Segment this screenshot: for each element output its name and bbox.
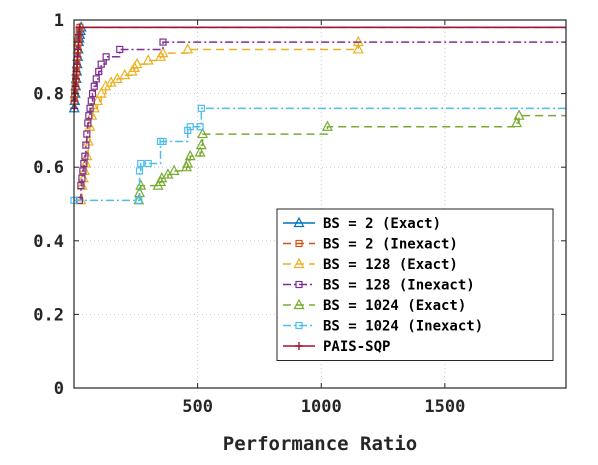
series-4 [133,109,566,205]
legend-marker [295,342,303,350]
data-point [88,102,100,113]
legend-marker [295,239,303,248]
legend-marker [295,280,303,289]
y-tick-label: 0.8 [33,85,64,105]
x-axis-label: Performance Ratio [223,433,417,455]
data-point [84,119,92,127]
data-point [82,141,90,149]
y-tick-label: 0.2 [33,305,64,325]
data-point [116,45,124,54]
data-point [131,57,143,69]
data-point [73,52,82,61]
y-tick-label: 0.4 [33,232,64,252]
data-point [80,159,88,168]
data-point [79,167,87,175]
data-point [159,137,167,146]
legend-marker [293,257,305,269]
data-point [102,53,110,61]
data-point [90,82,98,90]
data-point [92,75,100,83]
data-point [157,46,169,58]
data-point [83,130,91,138]
data-point [73,45,82,54]
legend-label: BS = 2 (Inexact) [323,237,458,253]
data-point [85,112,93,120]
data-point [119,68,131,80]
data-point [75,23,84,32]
data-point [196,123,204,131]
series-3 [75,38,566,204]
data-point [184,149,196,161]
data-point [71,82,80,91]
data-point [168,164,180,175]
data-point [81,152,89,160]
legend-marker [295,321,303,330]
legend-entry: BS = 128 (Exact) [283,257,458,273]
legend-entry: BS = 128 (Inexact) [283,278,475,294]
data-point [74,30,83,39]
data-point [137,159,145,168]
y-tick-label: 0.6 [33,158,64,178]
data-point [195,138,207,150]
legend-label: BS = 1024 (Inexact) [323,319,483,335]
series-6 [70,23,566,113]
grid-lines [74,20,566,388]
y-tick-label: 0 [54,379,64,399]
legend-label: BS = 128 (Exact) [323,257,458,273]
x-tick-label: 500 [182,397,213,417]
x-tick-label: 1000 [301,397,342,417]
legend-label: BS = 1024 (Exact) [323,298,466,314]
data-point [77,182,85,190]
data-point [111,72,123,83]
series-layer [68,21,566,205]
legend-label: BS = 2 (Exact) [323,216,441,232]
legend: BS = 2 (Exact) BS = 2 (Inexact) BS = 128 (… [276,208,554,361]
data-point [197,127,209,139]
data-point [88,89,97,98]
data-point [135,179,147,190]
legend-marker [293,216,305,228]
series-line [74,107,566,202]
legend-label: BS = 128 (Inexact) [323,278,475,294]
data-point [87,97,95,105]
data-point [97,60,105,68]
data-point [182,157,194,168]
data-point [513,109,525,120]
legend-box [276,208,554,361]
data-point [91,94,103,106]
data-point [74,38,83,47]
data-point [186,123,194,131]
data-point [511,116,523,128]
data-point [194,146,206,157]
legend-entry: BS = 2 (Exact) [283,216,441,232]
legend-entry: BS = 1024 (Exact) [283,298,466,314]
legend-entry: PAIS-SQP [283,339,390,355]
data-point [352,43,364,54]
data-point [135,196,143,204]
data-point [135,167,144,175]
legend-entry: BS = 2 (Inexact) [283,237,458,253]
data-point [78,174,86,182]
plot-frame [73,19,567,389]
legend-entry: BS = 1024 (Inexact) [283,319,483,335]
legend-label: PAIS-SQP [323,339,390,355]
data-point [95,67,103,76]
y-tick-label: 1 [54,11,64,31]
data-point [71,74,80,83]
axis-ticks: 500 1000 1500 0 0.2 0.4 0.6 0.8 1 [33,11,566,417]
data-point [182,43,194,54]
data-point [144,159,152,168]
legend-marker [293,298,305,310]
data-point [95,87,107,98]
x-tick-label: 1500 [424,397,465,417]
data-point [86,104,94,112]
data-point [321,120,333,131]
data-point [197,104,205,112]
data-point [159,38,167,46]
data-point [142,54,154,65]
